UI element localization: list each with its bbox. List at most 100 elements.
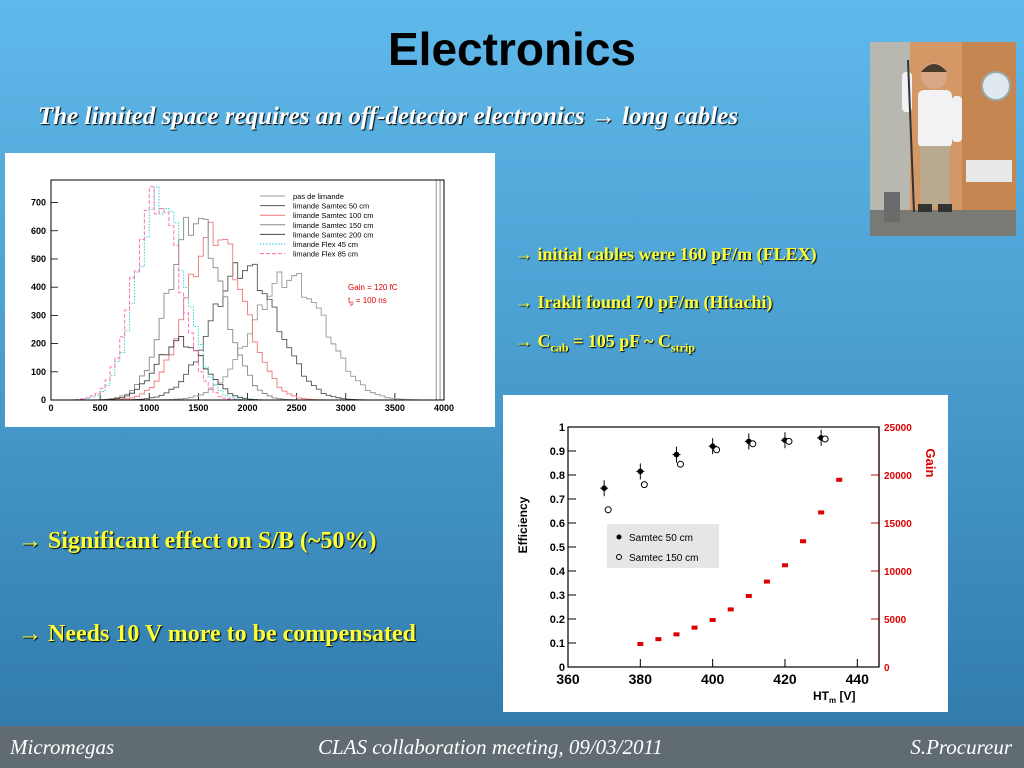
hist-x-tick-label: 0	[48, 403, 53, 413]
hist-y-tick-label: 0	[41, 395, 46, 405]
bullet-irakli-found: → Irakli found 70 pF/m (Hitachi)	[515, 292, 773, 312]
hist-x-tick-label: 3000	[336, 403, 356, 413]
slide-title: Electronics	[388, 23, 636, 75]
legend-label-samtec-150: Samtec 150 cm	[629, 553, 698, 564]
hist-x-tick-label: 1500	[188, 403, 208, 413]
hist-x-tick-label: 2500	[287, 403, 307, 413]
gain-point	[691, 625, 698, 630]
histogram-chart: 0 500 1000 1500 2000 2500 3000 3500 4000 0 100 200 3…	[31, 179, 454, 413]
gain-axis-label: Gain	[923, 449, 938, 478]
eff-point-samtec-50	[601, 485, 607, 491]
footer-left: Micromegas	[10, 735, 115, 759]
gain-y-tick-label: 0	[884, 663, 890, 674]
eff-x-tick-label: 440	[846, 671, 870, 687]
hist-y-tick-label: 600	[31, 226, 46, 236]
ht-axis-label: HTm [V]	[813, 689, 855, 705]
eff-y-tick-label: 0.5	[550, 542, 565, 554]
hist-x-tick-label: 2000	[237, 403, 257, 413]
bullet-capacitance: → Ccab = 105 pF ~ Cstrip	[515, 331, 695, 355]
bullet-needs-10v: → Needs 10 V more to be compensated	[18, 621, 416, 647]
legend-marker-open	[616, 554, 622, 560]
hist-x-tick-label: 500	[93, 403, 108, 413]
eff-x-tick-label: 380	[629, 671, 653, 687]
bullet-initial-cables: → initial cables were 160 pF/m (FLEX)	[515, 244, 817, 264]
gain-point	[673, 632, 680, 637]
footer-right: S.Procureur	[910, 735, 1012, 759]
eff-x-tick-label: 400	[701, 671, 725, 687]
hist-series-line	[51, 216, 440, 401]
hist-legend-label: limande Samtec 50 cm	[293, 202, 369, 211]
eff-y-tick-label: 0.3	[550, 590, 565, 602]
eff-x-tick-label: 360	[556, 671, 580, 687]
eff-y-tick-label: 0.9	[550, 446, 565, 458]
legend-label-samtec-50: Samtec 50 cm	[629, 533, 693, 544]
footer-center: CLAS collaboration meeting, 09/03/2011	[318, 735, 663, 759]
efficiency-legend	[607, 524, 719, 568]
eff-point-samtec-150	[604, 506, 612, 514]
legend-marker-filled	[616, 534, 622, 540]
eff-point-samtec-150	[676, 460, 684, 468]
hist-x-tick-label: 4000	[434, 403, 454, 413]
hist-y-tick-label: 700	[31, 198, 46, 208]
hist-series-line	[51, 336, 440, 401]
footer-bar: Micromegas CLAS collaboration meeting, 0…	[0, 726, 1024, 768]
eff-y-tick-label: 0	[559, 662, 565, 674]
eff-y-tick-label: 0.7	[550, 494, 565, 506]
gain-point	[727, 607, 734, 612]
eff-x-tick-label: 420	[773, 671, 797, 687]
eff-point-samtec-50	[637, 468, 644, 475]
hist-legend-label: limande Flex 45 cm	[293, 240, 358, 249]
hist-y-tick-label: 200	[31, 339, 46, 349]
gain-y-tick-label: 25000	[884, 423, 912, 434]
hist-legend-label: limande Samtec 150 cm	[293, 221, 373, 230]
eff-point-samtec-150	[821, 435, 829, 443]
eff-point-samtec-150	[785, 437, 793, 445]
eff-point-samtec-150	[749, 440, 757, 448]
efficiency-gain-chart: 360 380 400 420 440 0 0.1 0.2 0.3 0.4 0.5 0.6 0.7 0.8…	[516, 422, 938, 705]
hist-legend-label: limande Samtec 100 cm	[293, 211, 373, 220]
peaking-time-annotation: tp = 100 ns	[348, 296, 387, 307]
hist-legend-label: limande Samtec 200 cm	[293, 230, 373, 239]
eff-y-tick-label: 0.2	[550, 614, 565, 626]
gain-point	[836, 477, 843, 482]
gain-y-tick-label: 10000	[884, 567, 912, 578]
gain-point	[655, 637, 662, 642]
hist-series-line	[51, 221, 440, 401]
eff-point-samtec-50	[673, 451, 680, 458]
gain-point	[800, 539, 807, 544]
hist-y-tick-label: 100	[31, 367, 46, 377]
gain-point	[818, 510, 825, 515]
hist-x-tick-label: 1000	[139, 403, 159, 413]
hist-x-tick-label: 3500	[385, 403, 405, 413]
eff-y-tick-label: 0.4	[550, 566, 566, 578]
eff-point-samtec-150	[640, 481, 648, 489]
hist-y-tick-label: 400	[31, 282, 46, 292]
hist-y-tick-label: 300	[31, 310, 46, 320]
gain-point	[763, 579, 770, 584]
eff-y-tick-label: 0.6	[550, 518, 565, 530]
hist-series-line	[50, 186, 440, 401]
hist-y-tick-label: 500	[31, 254, 46, 264]
gain-point	[781, 563, 788, 568]
hist-legend-label: limande Flex 85 cm	[293, 250, 358, 259]
eff-y-tick-label: 0.1	[550, 638, 565, 650]
eff-y-tick-label: 0.8	[550, 470, 565, 482]
hist-series-line	[50, 186, 440, 401]
histogram-frame	[50, 179, 445, 401]
eff-point-samtec-150	[713, 446, 721, 454]
gain-point	[637, 641, 644, 646]
gain-annotation: Gain = 120 fC	[348, 283, 398, 292]
eff-y-tick-label: 1	[559, 422, 565, 434]
efficiency-panel: 360 380 400 420 440 0 0.1 0.2 0.3 0.4 0.5 0.6 0.7 0.8…	[503, 395, 948, 712]
histogram-panel: 0 500 1000 1500 2000 2500 3000 3500 4000 0 100 200 3…	[5, 153, 495, 427]
gain-y-tick-label: 15000	[884, 519, 912, 530]
gain-point	[709, 617, 716, 622]
efficiency-axis-label: Efficiency	[516, 496, 530, 553]
hist-legend-label: pas de limande	[293, 192, 344, 201]
gain-y-tick-label: 5000	[884, 615, 907, 626]
person-photo	[870, 42, 1016, 236]
bullet-significant-effect: → Significant effect on S/B (~50%)	[18, 528, 377, 554]
gain-y-tick-label: 20000	[884, 471, 912, 482]
slide-subtitle: The limited space requires an off-detect…	[38, 103, 739, 130]
gain-point	[745, 593, 752, 598]
